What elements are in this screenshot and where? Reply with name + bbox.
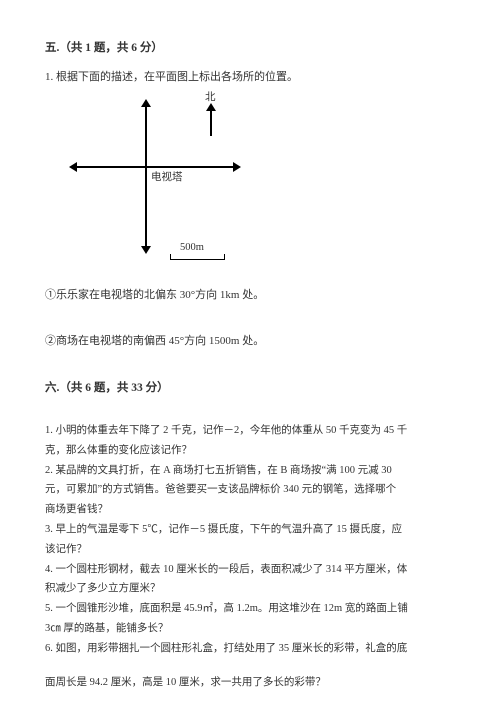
section5-header: 五.（共 1 题，共 6 分） [45, 40, 455, 57]
section6-q6-line1: 6. 如图，用彩带捆扎一个圆柱形礼盒，打结处用了 35 厘米长的彩带，礼盒的底 [45, 641, 455, 658]
section6-q3-line2: 该记作？ [45, 542, 455, 559]
axis-vertical [145, 104, 147, 249]
section6-q1-line2: 克，那么体重的变化应该记作？ [45, 443, 455, 460]
section5-sub2: ②商场在电视塔的南偏西 45°方向 1500m 处。 [45, 333, 455, 350]
section6-q2-line2: 元，可累加”的方式销售。爸爸要买一支该品牌标价 340 元的钢笔，选择哪个 [45, 482, 455, 499]
section6-q6-line2: 面周长是 94.2 厘米，高是 10 厘米，求一共用了多长的彩带？ [45, 675, 455, 692]
section6-q4-line1: 4. 一个圆柱形钢材，截去 10 厘米长的一段后，表面积减少了 314 平方厘米… [45, 562, 455, 579]
section6-q4-line2: 积减少了多少立方厘米？ [45, 581, 455, 598]
arrow-up [141, 99, 151, 107]
axis-horizontal [75, 166, 235, 168]
north-label: 北 [205, 90, 216, 106]
section5-q1: 1. 根据下面的描述，在平面图上标出各场所的位置。 [45, 69, 455, 86]
section6-q5-line1: 5. 一个圆锥形沙堆，底面积是 45.9㎡，高 1.2m。用这堆沙在 12m 宽… [45, 601, 455, 618]
direction-diagram: 电视塔 北 500m [45, 96, 305, 271]
section5-sub1: ①乐乐家在电视塔的北偏东 30°方向 1km 处。 [45, 287, 455, 304]
section6-q2-line1: 2. 某品牌的文具打折，在 A 商场打七五折销售，在 B 商场按“满 100 元… [45, 463, 455, 480]
tower-label: 电视塔 [151, 170, 183, 186]
section6-q2-line3: 商场更省钱？ [45, 502, 455, 519]
arrow-right [233, 162, 241, 172]
section6-header: 六.（共 6 题，共 33 分） [45, 380, 455, 397]
arrow-left [69, 162, 77, 172]
section6-q3-line1: 3. 早上的气温是零下 5℃，记作－5 摄氏度，下午的气温升高了 15 摄氏度，… [45, 522, 455, 539]
scale-label: 500m [180, 240, 204, 256]
section6-q5-line2: 3㎝ 厚的路基，能铺多长？ [45, 621, 455, 638]
arrow-down [141, 246, 151, 254]
section6-q1-line1: 1. 小明的体重去年下降了 2 千克，记作－2，今年他的体重从 50 千克变为 … [45, 423, 455, 440]
north-arrow [210, 108, 212, 136]
